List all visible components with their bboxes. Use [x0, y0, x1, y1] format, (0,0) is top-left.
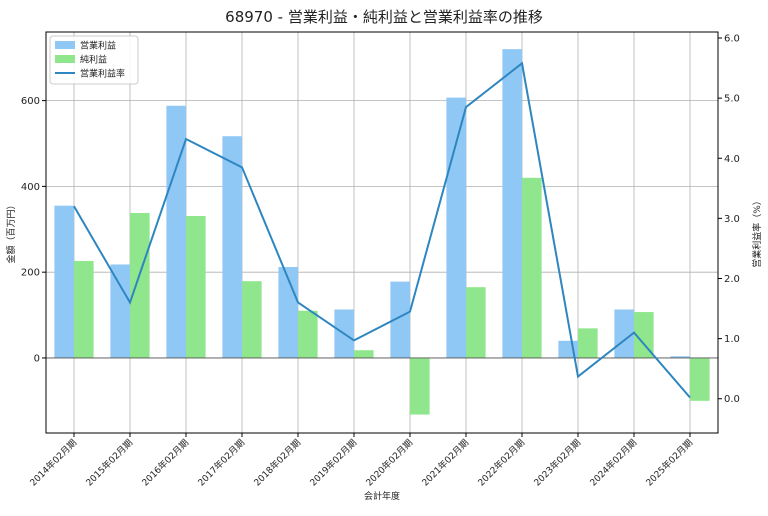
y-tick-label: 200: [21, 268, 40, 279]
bar-operating-profit: [502, 49, 522, 358]
chart-title: 68970 - 営業利益・純利益と営業利益率の推移: [225, 8, 543, 26]
y2-tick-label: 3.0: [724, 214, 740, 225]
y2-tick-label: 0.0: [724, 394, 740, 405]
y-tick-label: 400: [21, 182, 40, 193]
legend-label: 営業利益: [80, 40, 116, 52]
x-tick-label: 2014年02月期: [27, 437, 79, 489]
x-tick-label: 2022年02月期: [475, 437, 527, 489]
bar-operating-profit: [54, 205, 74, 358]
x-tick-label: 2015年02月期: [83, 437, 135, 489]
bar-net-profit: [522, 177, 542, 358]
y2-tick-label: 2.0: [724, 274, 740, 285]
x-tick-label: 2018年02月期: [251, 437, 303, 489]
x-tick-label: 2019年02月期: [307, 437, 359, 489]
y-axis-label-right: 営業利益率（%）: [751, 196, 763, 268]
bar-net-profit: [354, 350, 374, 358]
x-tick-label: 2025年02月期: [643, 437, 695, 489]
plot-frame: [45, 31, 719, 434]
bar-net-profit: [634, 312, 654, 358]
bar-operating-profit: [446, 97, 466, 358]
x-axis: 2014年02月期 2015年02月期 2016年02月期 2017年02月期 2018…: [27, 433, 695, 489]
x-tick-label: 2020年02月期: [363, 437, 415, 489]
bar-operating-profit: [110, 264, 130, 358]
y-tick-label: 600: [21, 96, 40, 107]
bars: [54, 49, 710, 415]
bar-net-profit: [298, 310, 318, 358]
x-tick-label: 2017年02月期: [195, 437, 247, 489]
y2-tick-label: 1.0: [724, 334, 740, 345]
y-tick-label: 0: [34, 353, 40, 364]
x-tick-label: 2024年02月期: [587, 437, 639, 489]
y2-tick-label: 5.0: [724, 94, 740, 105]
x-axis-label: 会計年度: [364, 490, 400, 502]
bar-net-profit: [690, 357, 710, 401]
y-axis-right: 0.0 1.0 2.0 3.0 4.0 5.0 6.0: [718, 34, 740, 405]
bar-net-profit: [130, 212, 150, 358]
bar-net-profit: [74, 261, 94, 358]
y-axis-left: 0 200 400 600: [21, 96, 46, 364]
ratio-line: [73, 61, 691, 399]
bar-net-profit: [466, 287, 486, 358]
bar-net-profit: [410, 357, 430, 415]
bar-operating-profit: [670, 356, 690, 358]
bar-net-profit: [578, 328, 598, 358]
bar-net-profit: [186, 215, 206, 358]
line-operating-margin: [73, 61, 691, 399]
y2-tick-label: 6.0: [724, 34, 740, 45]
x-tick-label: 2016年02月期: [139, 437, 191, 489]
y-axis-label-left: 金額（百万円）: [5, 200, 17, 263]
x-tick-label: 2021年02月期: [419, 437, 471, 489]
bar-operating-profit: [390, 281, 410, 358]
legend-swatch: [55, 41, 75, 49]
bar-operating-profit: [222, 136, 242, 358]
legend-swatch: [55, 55, 75, 63]
x-tick-label: 2023年02月期: [531, 437, 583, 489]
bar-net-profit: [242, 281, 262, 358]
bar-operating-profit: [614, 309, 634, 358]
bar-operating-profit: [166, 105, 186, 358]
legend-label: 純利益: [80, 54, 107, 66]
legend-label: 営業利益率: [80, 68, 125, 80]
y2-tick-label: 4.0: [724, 154, 740, 165]
